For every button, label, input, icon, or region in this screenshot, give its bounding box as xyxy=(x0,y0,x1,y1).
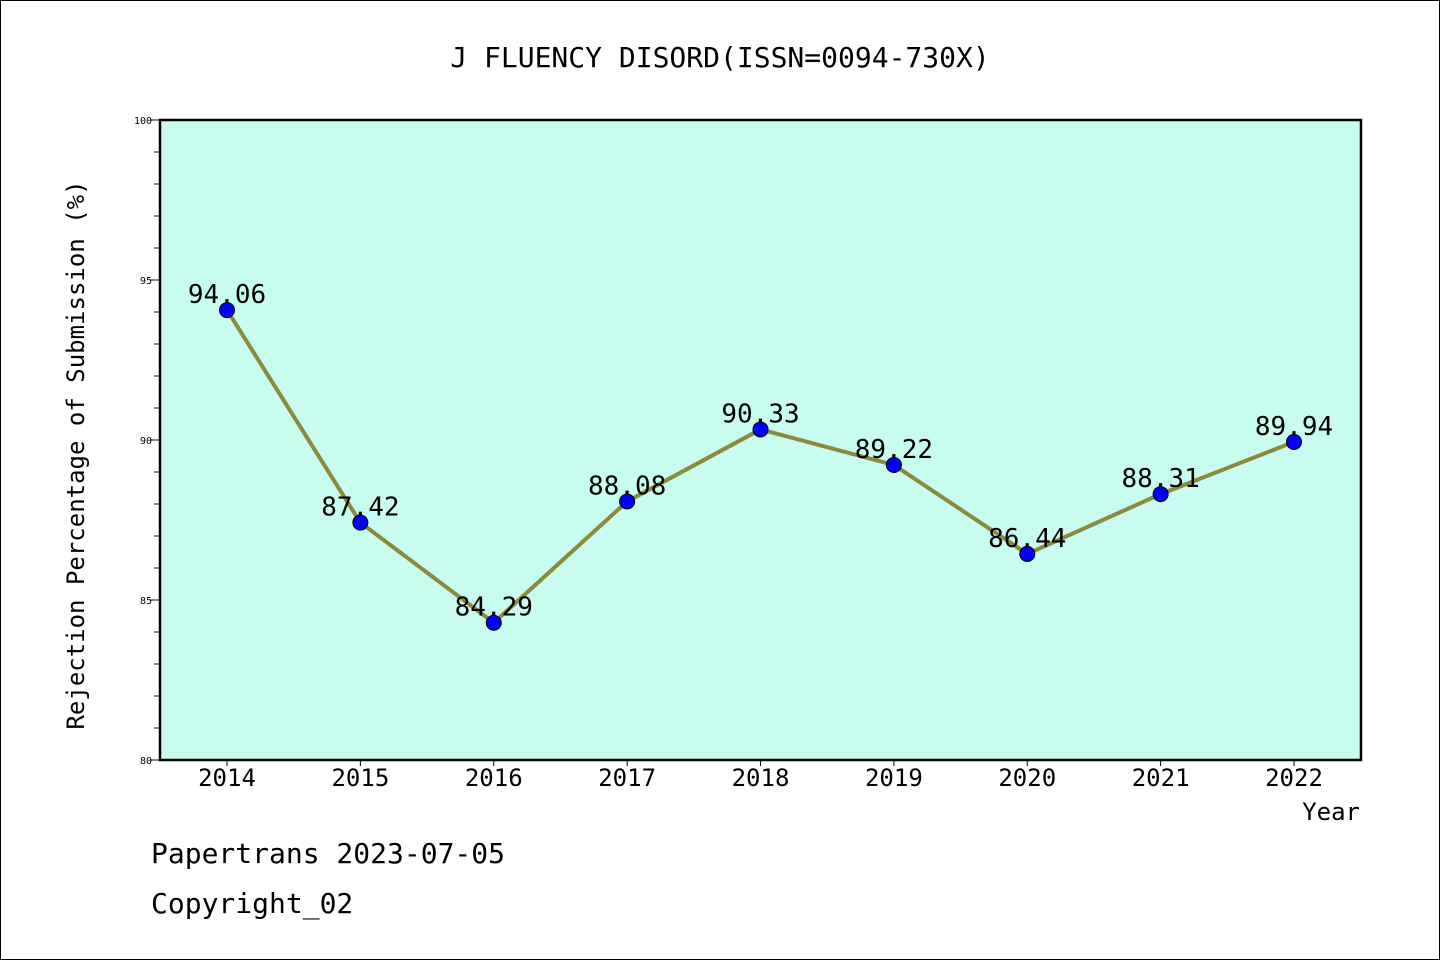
data-label: 84.29 xyxy=(455,593,533,623)
y-axis: 80 85 90 95 100 xyxy=(134,116,160,767)
data-point xyxy=(1286,433,1302,450)
x-tick-label: 2017 xyxy=(598,764,656,792)
data-label: 88.31 xyxy=(1121,464,1199,494)
data-label: 89.22 xyxy=(855,435,933,465)
y-tick-label: 90 xyxy=(140,436,152,447)
footer-source: Papertrans 2023-07-05 xyxy=(151,837,506,870)
x-tick-label: 2018 xyxy=(732,764,790,792)
x-tick-label: 2022 xyxy=(1265,764,1323,792)
data-point xyxy=(619,493,636,510)
data-point xyxy=(219,302,235,319)
x-tick-label: 2014 xyxy=(198,764,256,792)
footer-copyright: Copyright_02 xyxy=(151,887,354,920)
x-tick-label: 2019 xyxy=(865,764,923,792)
x-tick-label: 2016 xyxy=(465,764,523,792)
x-axis: 2014 2015 2016 2017 2018 2019 2020 2021 2022 xyxy=(198,760,1323,792)
data-label: 87.42 xyxy=(321,493,399,523)
chart-title: J FLUENCY DISORD(ISSN=0094-730X) xyxy=(450,41,989,74)
data-label: 89.94 xyxy=(1255,412,1333,442)
x-tick-label: 2015 xyxy=(331,764,389,792)
x-axis-label: Year xyxy=(1302,798,1360,826)
y-tick-label: 85 xyxy=(140,596,152,607)
data-point xyxy=(485,614,502,631)
x-tick-label: 2020 xyxy=(998,764,1056,792)
data-point xyxy=(1019,545,1036,562)
y-tick-label: 95 xyxy=(140,276,152,287)
data-label: 94.06 xyxy=(188,280,266,310)
series-line-group: 94.06 87.42 84.29 88.08 90.33 89.22 86.44 88.31… xyxy=(188,280,1333,631)
data-point xyxy=(885,456,902,473)
data-point xyxy=(352,514,369,531)
x-tick-label: 2021 xyxy=(1132,764,1190,792)
y-tick-label: 80 xyxy=(140,756,152,767)
data-point xyxy=(752,421,769,438)
y-tick-label: 100 xyxy=(134,116,152,127)
plot-area xyxy=(158,118,1363,762)
data-label: 90.33 xyxy=(721,399,799,429)
data-label: 86.44 xyxy=(988,524,1066,554)
y-axis-label: Rejection Percentage of Submission (%) xyxy=(62,180,90,729)
data-label: 88.08 xyxy=(588,471,666,501)
data-point xyxy=(1152,486,1169,503)
